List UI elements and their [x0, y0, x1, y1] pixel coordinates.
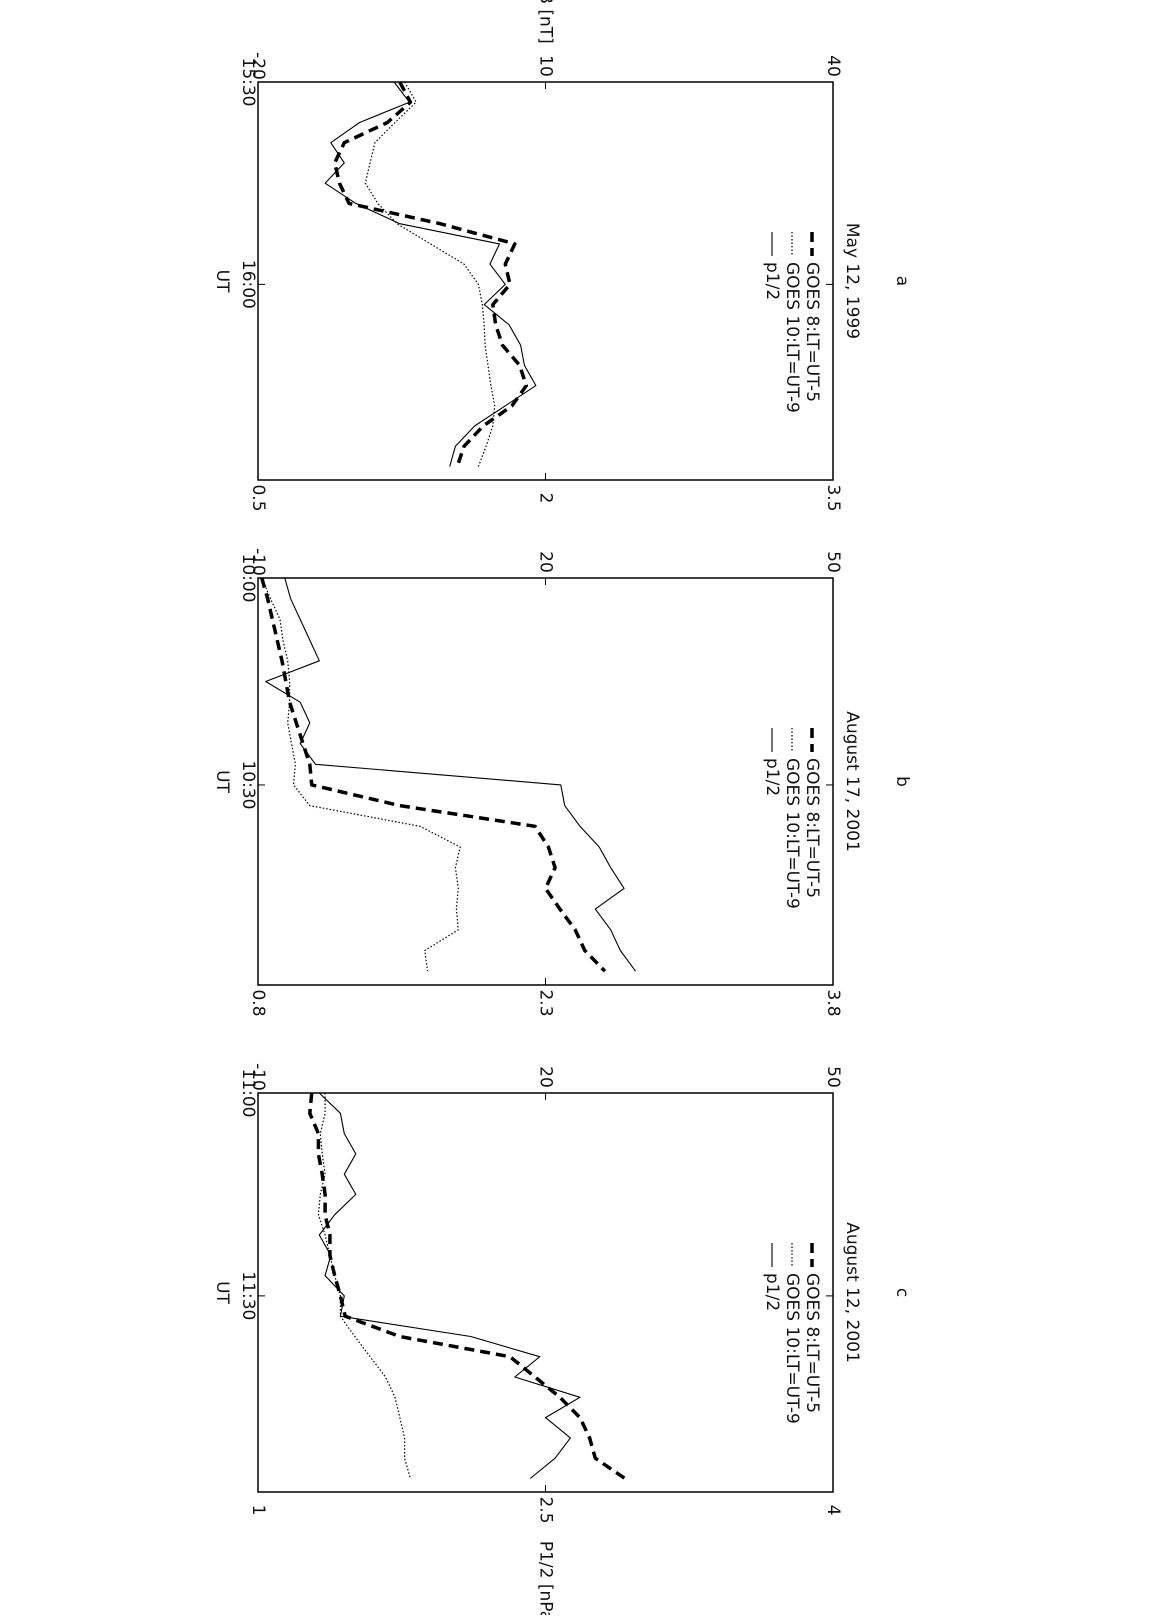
data-line — [261, 577, 461, 972]
data-line — [332, 81, 529, 468]
y-tick-label: 20 — [536, 551, 556, 573]
y2-tick-label: 2 — [536, 493, 556, 504]
chart-title: August 17, 2001 — [842, 711, 862, 852]
y-axis-label: B [nT] — [536, 0, 556, 44]
legend-label: GOES 8:LT=UT-5 — [802, 1273, 822, 1413]
legend-label: p1/2 — [762, 758, 782, 796]
legend-label: p1/2 — [762, 1273, 782, 1311]
data-line — [318, 1092, 581, 1479]
x-tick-label: 10:00 — [238, 554, 258, 603]
y-tick-label: -10 — [248, 548, 268, 576]
panel-label: b — [892, 776, 912, 787]
y2-tick-label: 3.8 — [823, 989, 843, 1016]
data-line — [308, 1092, 626, 1480]
y-tick-label: 10 — [536, 55, 556, 77]
plot-frame — [257, 1092, 834, 1493]
legend-label: GOES 10:LT=UT-9 — [782, 1273, 802, 1424]
y2-tick-label: 4 — [823, 1505, 843, 1516]
plot-frame — [257, 577, 834, 986]
data-line — [364, 81, 496, 467]
data-line — [324, 81, 537, 467]
legend-label: GOES 10:LT=UT-9 — [782, 262, 802, 413]
x-axis-label: UT — [212, 270, 232, 293]
y-tick-label: 50 — [823, 1066, 843, 1088]
y-tick-label: -20 — [248, 52, 268, 80]
data-line — [260, 577, 607, 973]
x-axis-label: UT — [212, 770, 232, 793]
x-tick-label: 10:30 — [238, 760, 258, 809]
x-tick-label: 16:00 — [238, 260, 258, 309]
legend-label: GOES 10:LT=UT-9 — [782, 758, 802, 909]
y2-tick-label: 3.5 — [823, 484, 843, 511]
legend-label: p1/2 — [762, 262, 782, 300]
y-tick-label: 40 — [823, 55, 843, 77]
y2-tick-label: 0.5 — [248, 484, 268, 511]
y2-tick-label: 1 — [248, 1505, 268, 1516]
y-tick-label: 20 — [536, 1066, 556, 1088]
y2-axis-label: P1/2 [nPa1/2] — [536, 1541, 556, 1615]
y2-tick-label: 0.8 — [248, 989, 268, 1016]
data-line — [265, 577, 637, 972]
y2-tick-label: 2.3 — [536, 989, 556, 1016]
chart-title: August 12, 2001 — [842, 1222, 862, 1363]
chart-title: May 12, 1999 — [842, 223, 862, 339]
x-tick-label: 11:00 — [238, 1069, 258, 1118]
x-tick-label: 15:30 — [238, 58, 258, 107]
data-line — [317, 1093, 411, 1479]
y-tick-label: -10 — [248, 1063, 268, 1091]
y2-tick-label: 2.5 — [536, 1496, 556, 1523]
panel-label: c — [892, 1288, 912, 1297]
x-tick-label: 11:30 — [238, 1271, 258, 1320]
x-axis-label: UT — [212, 1281, 232, 1304]
panel-label: a — [892, 276, 912, 286]
legend-label: GOES 8:LT=UT-5 — [802, 758, 822, 898]
y-tick-label: 50 — [823, 551, 843, 573]
legend-label: GOES 8:LT=UT-5 — [802, 262, 822, 402]
